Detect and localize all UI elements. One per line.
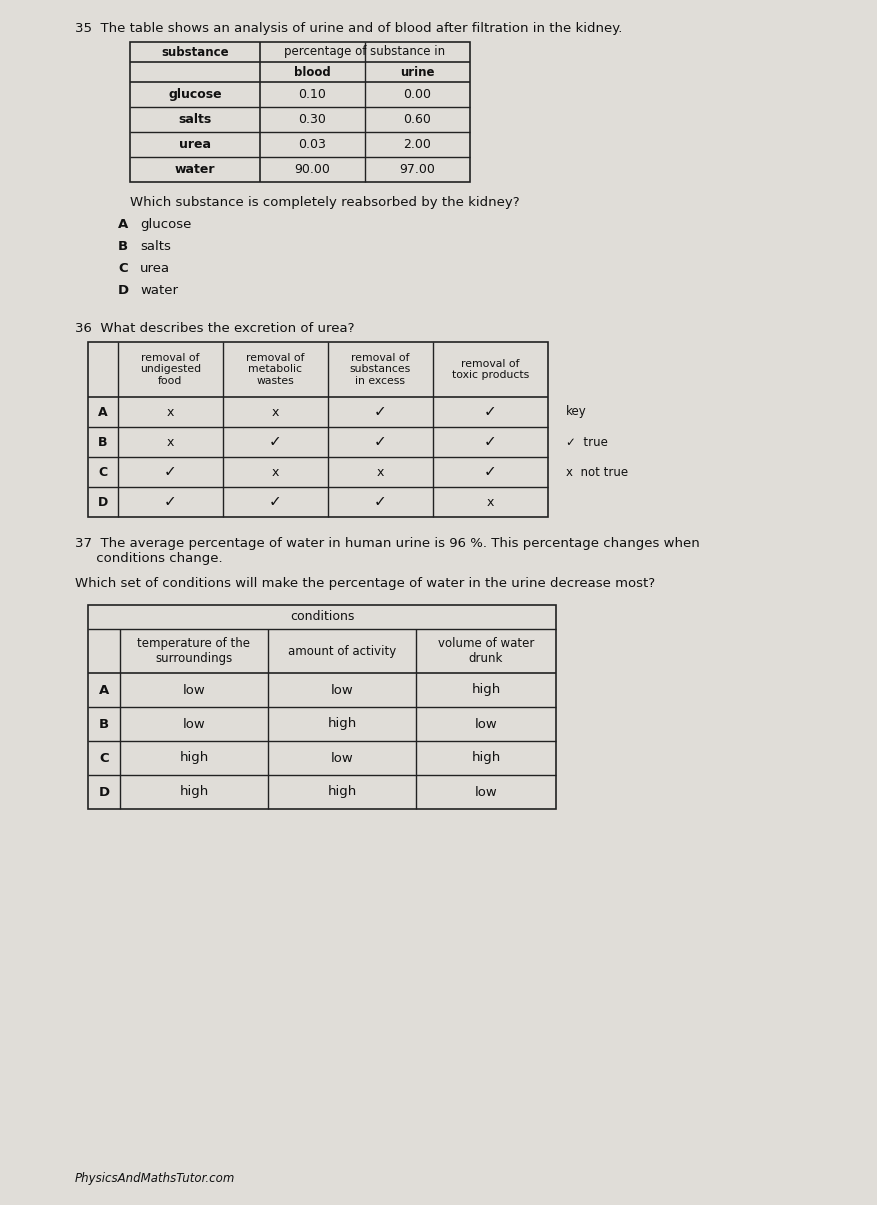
Text: blood: blood bbox=[294, 65, 331, 78]
Text: low: low bbox=[182, 717, 205, 730]
Text: water: water bbox=[139, 284, 178, 296]
Text: 35  The table shows an analysis of urine and of blood after filtration in the ki: 35 The table shows an analysis of urine … bbox=[75, 22, 622, 35]
Text: conditions: conditions bbox=[289, 611, 353, 623]
Text: x: x bbox=[167, 406, 174, 418]
Text: A: A bbox=[118, 218, 128, 231]
Text: removal of
undigested
food: removal of undigested food bbox=[139, 353, 201, 386]
Text: low: low bbox=[331, 683, 353, 696]
Text: x: x bbox=[272, 465, 279, 478]
Text: ✓: ✓ bbox=[164, 464, 176, 480]
Text: glucose: glucose bbox=[168, 88, 222, 101]
Text: 36  What describes the excretion of urea?: 36 What describes the excretion of urea? bbox=[75, 322, 354, 335]
Text: key: key bbox=[566, 406, 586, 418]
Text: A: A bbox=[99, 683, 109, 696]
Text: D: D bbox=[118, 284, 129, 296]
Text: 0.10: 0.10 bbox=[298, 88, 326, 101]
Text: x: x bbox=[272, 406, 279, 418]
Text: urea: urea bbox=[139, 261, 170, 275]
Text: volume of water
drunk: volume of water drunk bbox=[438, 637, 533, 665]
Text: ✓: ✓ bbox=[269, 435, 282, 449]
Text: ✓: ✓ bbox=[374, 435, 387, 449]
Text: ✓  true: ✓ true bbox=[566, 435, 607, 448]
Text: D: D bbox=[98, 786, 110, 799]
Text: C: C bbox=[98, 465, 108, 478]
Text: urea: urea bbox=[179, 139, 210, 151]
Text: 2.00: 2.00 bbox=[403, 139, 431, 151]
Text: 0.30: 0.30 bbox=[298, 113, 326, 127]
Text: x: x bbox=[376, 465, 384, 478]
Text: low: low bbox=[331, 752, 353, 764]
Text: high: high bbox=[327, 786, 356, 799]
Text: high: high bbox=[471, 683, 500, 696]
Text: water: water bbox=[175, 163, 215, 176]
Text: 0.00: 0.00 bbox=[403, 88, 431, 101]
Text: temperature of the
surroundings: temperature of the surroundings bbox=[138, 637, 250, 665]
Text: B: B bbox=[98, 435, 108, 448]
Text: removal of
substances
in excess: removal of substances in excess bbox=[349, 353, 410, 386]
Text: urine: urine bbox=[400, 65, 434, 78]
Text: PhysicsAndMathsTutor.com: PhysicsAndMathsTutor.com bbox=[75, 1172, 235, 1185]
Text: amount of activity: amount of activity bbox=[288, 645, 396, 658]
Text: glucose: glucose bbox=[139, 218, 191, 231]
Text: high: high bbox=[327, 717, 356, 730]
Text: ✓: ✓ bbox=[483, 435, 496, 449]
Text: x: x bbox=[486, 495, 494, 509]
Text: ✓: ✓ bbox=[374, 494, 387, 510]
Text: ✓: ✓ bbox=[269, 494, 282, 510]
Text: Which substance is completely reabsorbed by the kidney?: Which substance is completely reabsorbed… bbox=[130, 196, 519, 208]
Bar bbox=[130, 42, 469, 182]
Text: x: x bbox=[167, 435, 174, 448]
Text: salts: salts bbox=[178, 113, 211, 127]
Text: substance: substance bbox=[161, 46, 229, 59]
Text: C: C bbox=[118, 261, 127, 275]
Text: percentage of substance in: percentage of substance in bbox=[284, 46, 445, 59]
Text: removal of
metabolic
wastes: removal of metabolic wastes bbox=[246, 353, 304, 386]
Text: high: high bbox=[471, 752, 500, 764]
Text: 0.03: 0.03 bbox=[298, 139, 326, 151]
Text: high: high bbox=[179, 786, 209, 799]
Text: ✓: ✓ bbox=[374, 405, 387, 419]
Text: Which set of conditions will make the percentage of water in the urine decrease : Which set of conditions will make the pe… bbox=[75, 577, 654, 590]
Text: B: B bbox=[99, 717, 109, 730]
Text: low: low bbox=[182, 683, 205, 696]
Text: B: B bbox=[118, 240, 128, 253]
Text: x  not true: x not true bbox=[566, 465, 627, 478]
Text: 0.60: 0.60 bbox=[403, 113, 431, 127]
Text: D: D bbox=[97, 495, 108, 509]
Bar bbox=[88, 342, 547, 517]
Text: 97.00: 97.00 bbox=[399, 163, 435, 176]
Text: ✓: ✓ bbox=[483, 405, 496, 419]
Text: low: low bbox=[474, 786, 496, 799]
Text: ✓: ✓ bbox=[164, 494, 176, 510]
Text: A: A bbox=[98, 406, 108, 418]
Text: 90.00: 90.00 bbox=[294, 163, 330, 176]
Bar bbox=[88, 605, 555, 809]
Text: high: high bbox=[179, 752, 209, 764]
Text: low: low bbox=[474, 717, 496, 730]
Text: C: C bbox=[99, 752, 109, 764]
Text: ✓: ✓ bbox=[483, 464, 496, 480]
Text: 37  The average percentage of water in human urine is 96 %. This percentage chan: 37 The average percentage of water in hu… bbox=[75, 537, 699, 565]
Text: removal of
toxic products: removal of toxic products bbox=[452, 359, 529, 381]
Text: salts: salts bbox=[139, 240, 171, 253]
